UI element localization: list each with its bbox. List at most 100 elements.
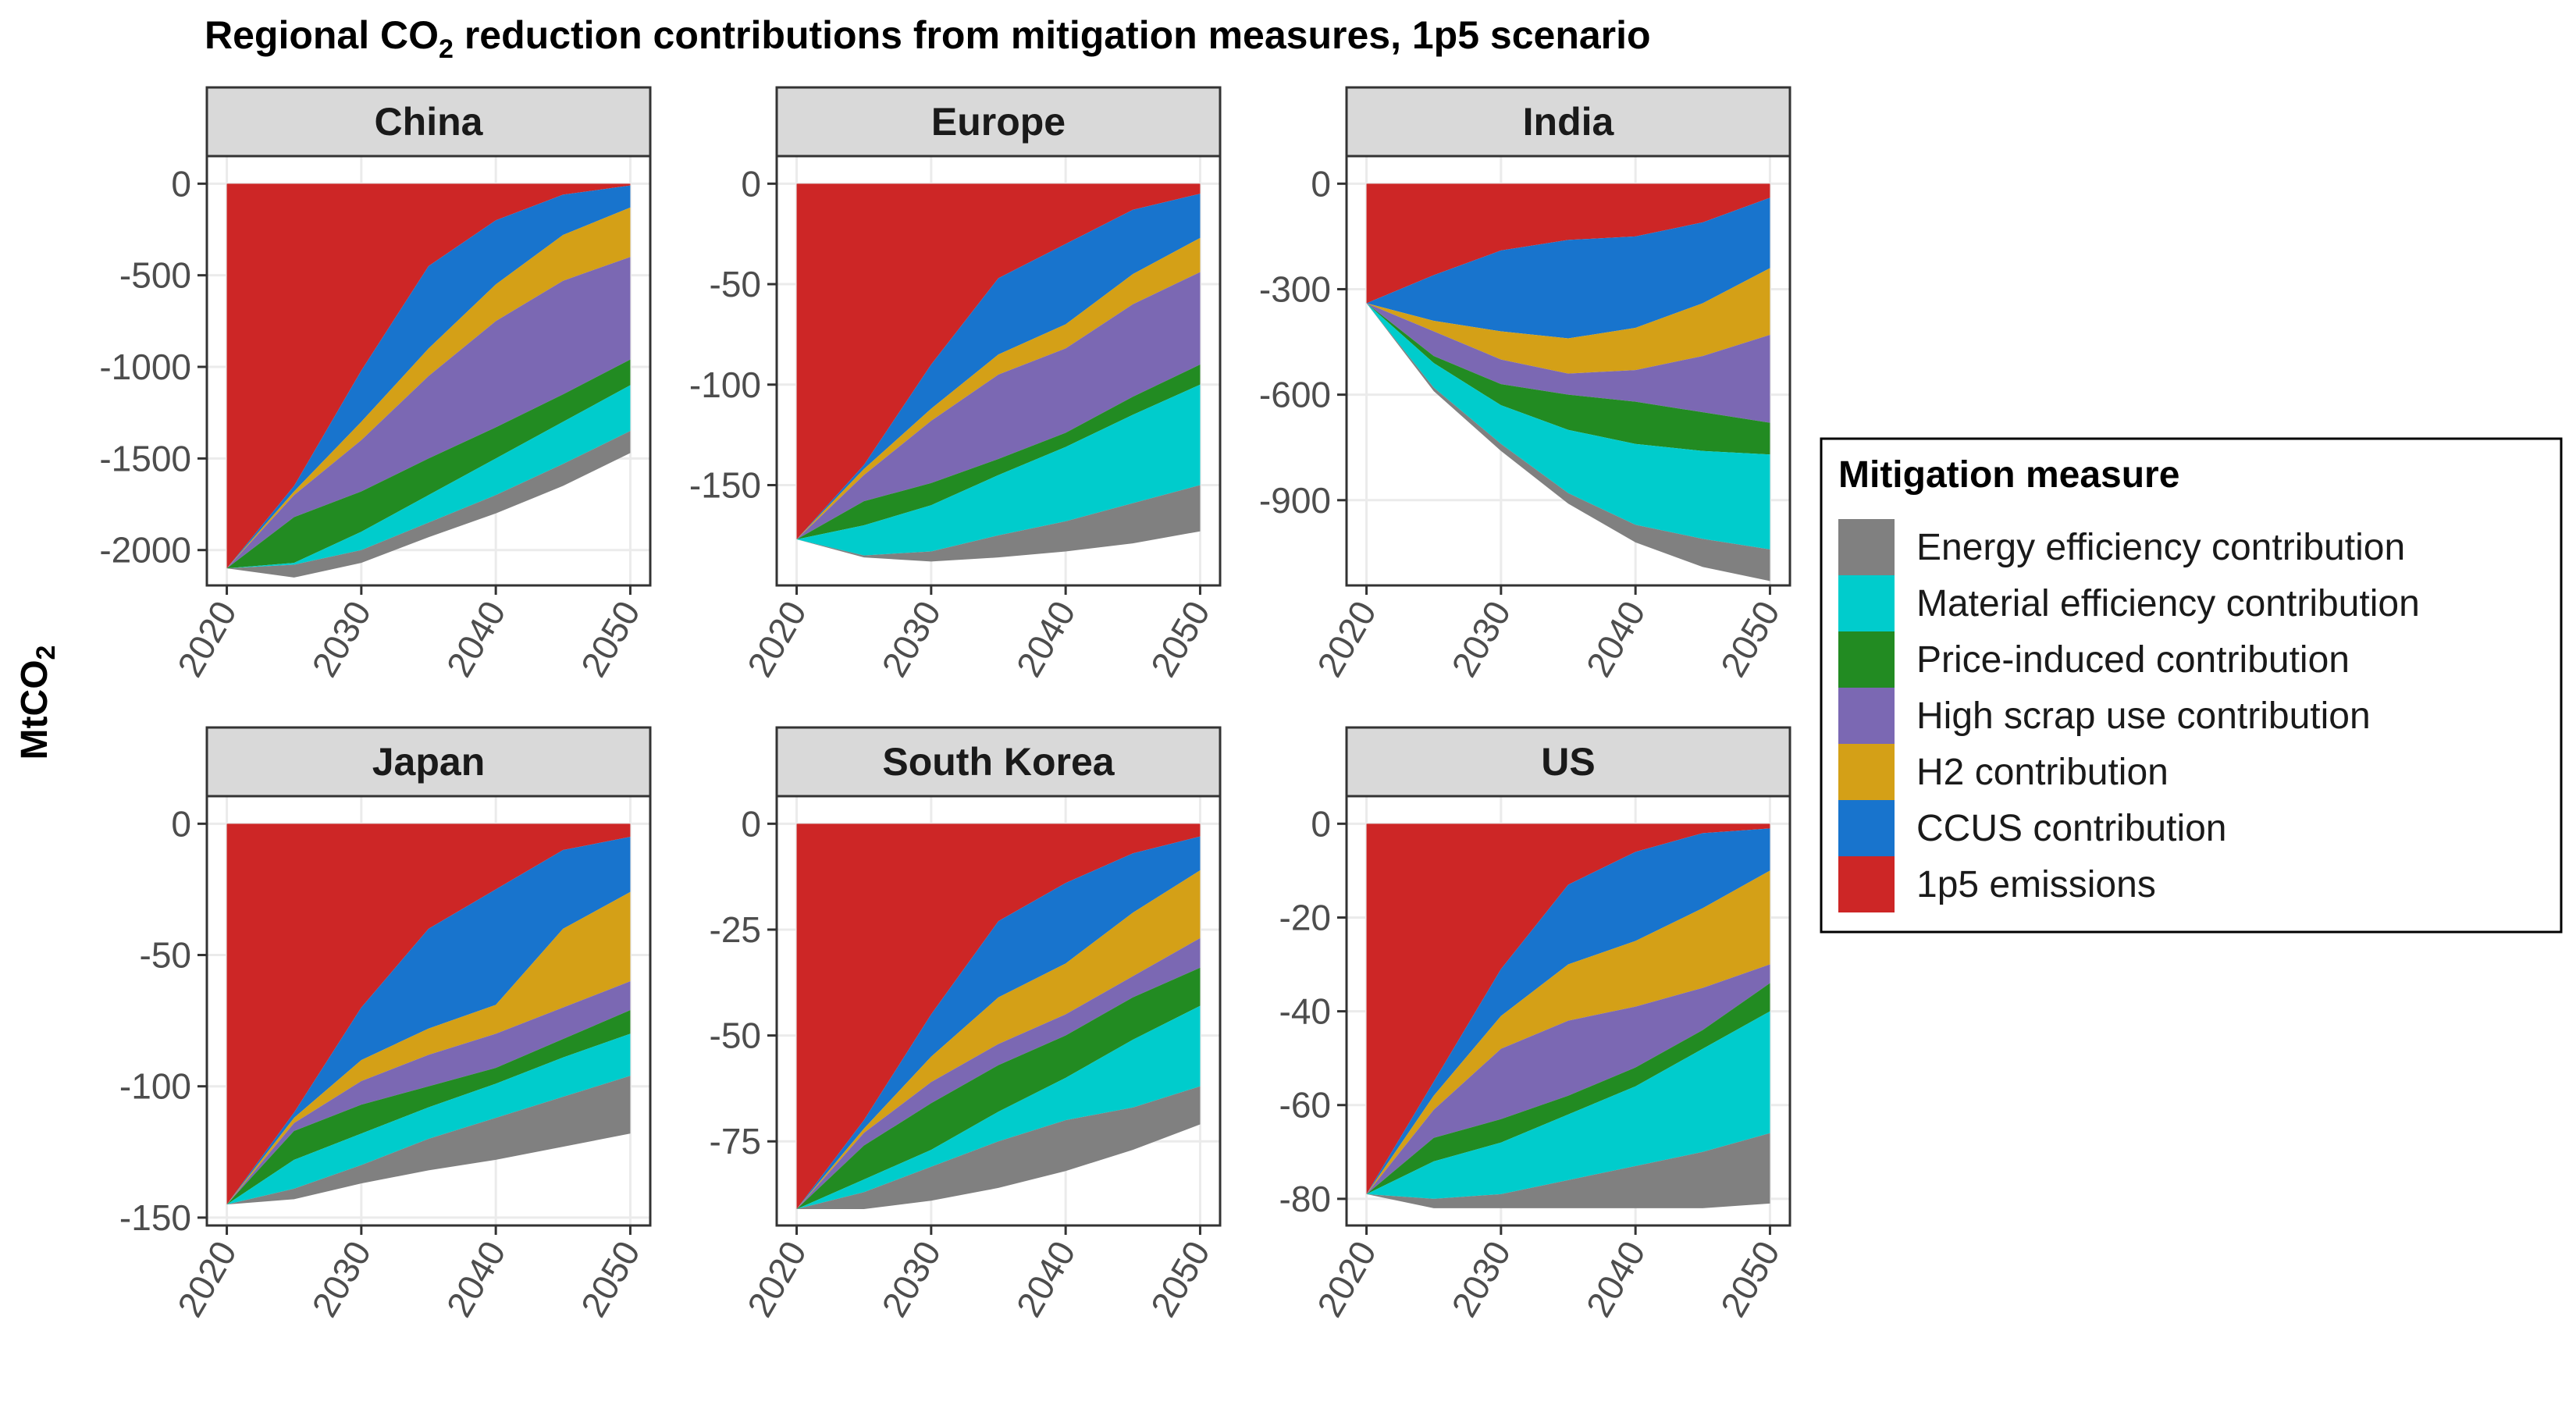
area-us-material-efficiency-contribution — [1366, 1011, 1770, 1199]
area-japan-ccus-contribution — [226, 837, 631, 1205]
chart-title: Regional CO2 reduction contributions fro… — [205, 13, 1651, 64]
y-tick-label-japan: -150 — [119, 1197, 191, 1238]
area-south-korea-1p5-emissions — [796, 823, 1201, 1210]
panel-south-korea: South Korea 0 -25 -50 -75 2020 2030 2040 2050 — [710, 726, 1222, 1324]
strip-label-south-korea: South Korea — [882, 740, 1115, 784]
y-tick-label-europe: -150 — [689, 464, 761, 505]
x-tick-label-china: 2040 — [438, 594, 513, 684]
area-china-high-scrap-use-contribution — [226, 257, 631, 569]
area-south-korea-h2-contribution — [796, 870, 1201, 1210]
x-tick-label-europe: 2020 — [739, 594, 814, 684]
x-tick-label-south-korea: 2040 — [1008, 1234, 1083, 1324]
plot-border-china — [205, 155, 652, 587]
x-tick-label-china: 2030 — [304, 594, 379, 684]
area-us-high-scrap-use-contribution — [1366, 964, 1770, 1194]
strip-label-india: India — [1523, 100, 1615, 144]
y-tick-label-japan: -50 — [140, 935, 191, 976]
y-tick-label-us: -80 — [1279, 1179, 1331, 1219]
x-tick-label-japan: 2020 — [169, 1234, 244, 1324]
strip-india — [1345, 86, 1791, 158]
chart-title-part2: reduction contributions from mitigation … — [454, 13, 1651, 57]
y-tick-label-us: -40 — [1279, 991, 1331, 1032]
strip-label-china: China — [375, 100, 484, 144]
legend-label-price-induced-contribution: Price-induced contribution — [1916, 639, 2350, 681]
area-japan-1p5-emissions — [226, 823, 631, 1205]
area-europe-1p5-emissions — [796, 183, 1201, 539]
legend-label-energy-efficiency-contribution: Energy efficiency contribution — [1916, 527, 2405, 568]
legend-label-1p5-emissions: 1p5 emissions — [1916, 864, 2156, 905]
legend-swatch-price-induced-contribution — [1838, 631, 1895, 688]
strip-us — [1345, 726, 1791, 798]
plot-border-japan — [205, 795, 652, 1227]
legend-label-material-efficiency-contribution: Material efficiency contribution — [1916, 583, 2420, 624]
strip-europe — [775, 86, 1222, 158]
legend-box — [1820, 437, 2563, 934]
x-tick-label-india: 2050 — [1713, 594, 1788, 684]
x-tick-label-europe: 2040 — [1008, 594, 1083, 684]
y-tick-label-us: 0 — [1311, 803, 1331, 844]
area-south-korea-ccus-contribution — [796, 836, 1201, 1210]
y-axis-label-subscript: 2 — [31, 646, 61, 660]
y-tick-label-us: -60 — [1279, 1085, 1331, 1126]
x-tick-label-south-korea: 2030 — [873, 1234, 948, 1324]
area-india-1p5-emissions — [1366, 183, 1770, 304]
y-tick-label-japan: -100 — [119, 1066, 191, 1107]
y-tick-label-china: 0 — [171, 163, 191, 204]
x-tick-label-china: 2050 — [573, 594, 648, 684]
panel-india: India 0 -300 -600 -900 2020 2030 2040 2050 — [1259, 86, 1791, 684]
x-tick-label-china: 2020 — [169, 594, 244, 684]
x-tick-label-south-korea: 2050 — [1143, 1234, 1218, 1324]
area-japan-high-scrap-use-contribution — [226, 981, 631, 1205]
strip-label-europe: Europe — [931, 100, 1066, 144]
area-us-energy-efficiency-contribution — [1366, 1133, 1770, 1208]
legend: Mitigation measure Energy efficiency cont… — [1820, 437, 2563, 934]
area-india-ccus-contribution — [1366, 197, 1770, 339]
legend-title: Mitigation measure — [1838, 454, 2179, 496]
y-tick-label-india: -900 — [1259, 480, 1331, 521]
y-tick-label-europe: -50 — [710, 264, 761, 304]
area-japan-h2-contribution — [226, 891, 631, 1205]
x-tick-label-us: 2020 — [1309, 1234, 1384, 1324]
area-india-material-efficiency-contribution — [1366, 303, 1770, 550]
area-south-korea-high-scrap-use-contribution — [796, 937, 1201, 1210]
legend-label-high-scrap-use-contribution: High scrap use contribution — [1916, 695, 2371, 737]
panel-europe: Europe 0 -50 -100 -150 2020 2030 2040 2050 — [689, 86, 1222, 684]
area-europe-material-efficiency-contribution — [796, 384, 1201, 556]
x-tick-label-india: 2040 — [1578, 594, 1653, 684]
x-tick-label-us: 2050 — [1713, 1234, 1788, 1324]
y-tick-label-us: -20 — [1279, 897, 1331, 937]
y-tick-label-south-korea: -50 — [710, 1016, 761, 1056]
plot-border-south-korea — [775, 795, 1222, 1227]
area-japan-energy-efficiency-contribution — [226, 1076, 631, 1205]
area-europe-ccus-contribution — [796, 194, 1201, 539]
area-china-ccus-contribution — [226, 185, 631, 569]
area-south-korea-energy-efficiency-contribution — [796, 1086, 1201, 1210]
area-china-price-induced-contribution — [226, 359, 631, 569]
y-tick-label-china: -2000 — [99, 530, 191, 571]
y-tick-label-india: 0 — [1311, 163, 1331, 204]
y-tick-label-china: -1000 — [99, 347, 191, 387]
panel-china: China 0 -500 -1000 -1500 -2000 2020 2030 2040 205… — [99, 86, 652, 684]
x-tick-label-europe: 2050 — [1143, 594, 1218, 684]
area-india-h2-contribution — [1366, 268, 1770, 374]
y-tick-label-china: -500 — [119, 255, 191, 296]
x-tick-label-india: 2020 — [1309, 594, 1384, 684]
strip-label-us: US — [1541, 740, 1595, 784]
x-tick-label-us: 2040 — [1578, 1234, 1653, 1324]
x-tick-label-europe: 2030 — [873, 594, 948, 684]
legend-swatch-energy-efficiency-contribution — [1838, 519, 1895, 575]
area-south-korea-material-efficiency-contribution — [796, 1005, 1201, 1210]
area-japan-material-efficiency-contribution — [226, 1033, 631, 1205]
y-tick-label-japan: 0 — [171, 803, 191, 844]
legend-swatch-high-scrap-use-contribution — [1838, 688, 1895, 744]
legend-label-ccus-contribution: CCUS contribution — [1916, 808, 2227, 849]
x-tick-label-india: 2030 — [1443, 594, 1518, 684]
legend-swatch-material-efficiency-contribution — [1838, 575, 1895, 631]
x-tick-label-japan: 2030 — [304, 1234, 379, 1324]
area-us-price-induced-contribution — [1366, 983, 1770, 1194]
area-south-korea-price-induced-contribution — [796, 967, 1201, 1210]
plot-border-india — [1345, 155, 1791, 587]
